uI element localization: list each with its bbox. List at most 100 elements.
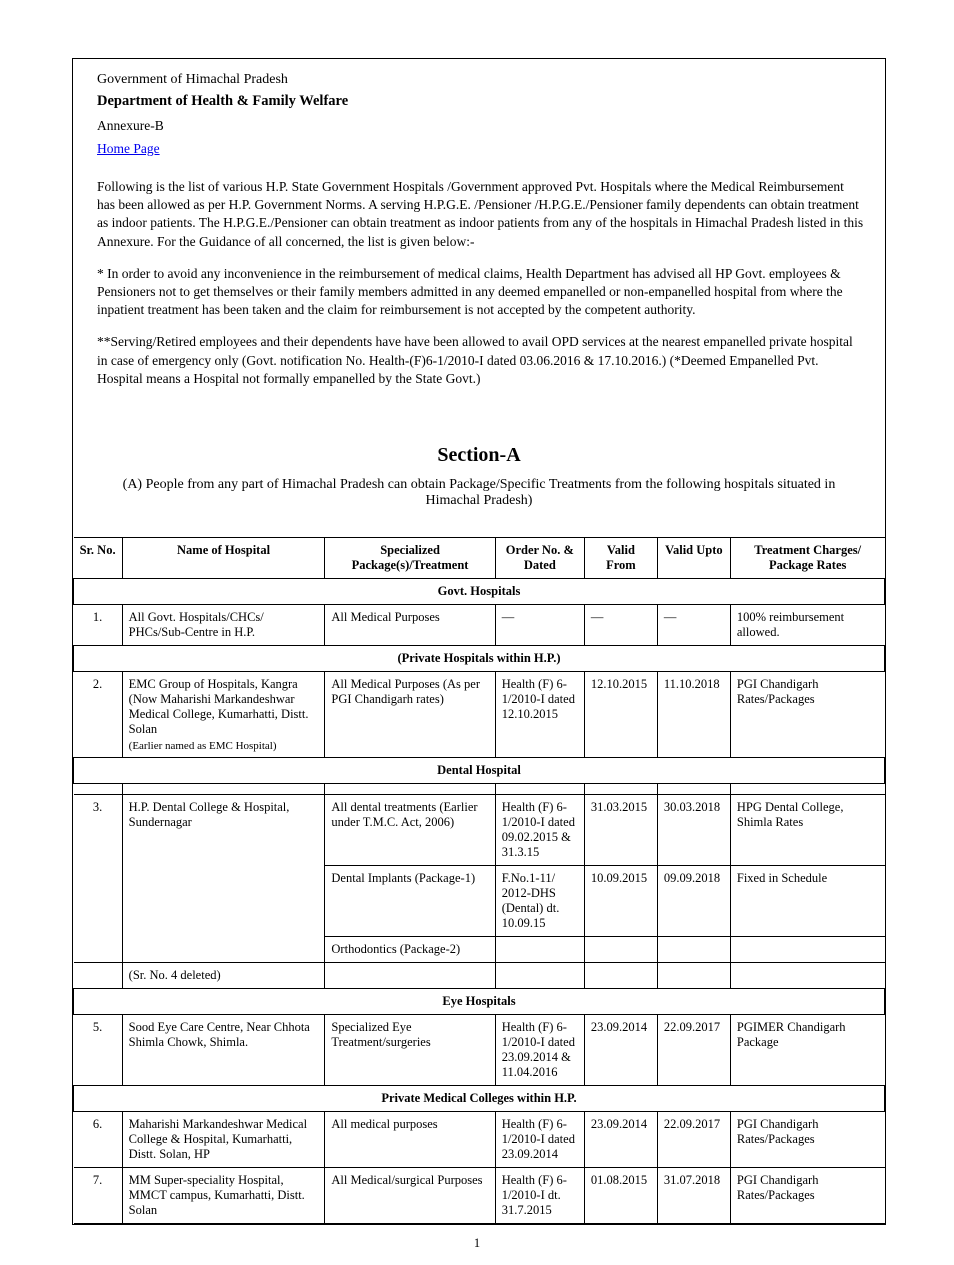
table-cell — [657, 963, 730, 989]
table-row: 7.MM Super-speciality Hospital, MMCT cam… — [74, 1168, 885, 1224]
table-cell: PGI Chandigarh Rates/Packages — [730, 1112, 884, 1168]
table-cell — [495, 963, 584, 989]
section-subtitle: (A) People from any part of Himachal Pra… — [73, 477, 885, 537]
table-section-row: (Private Hospitals within H.P.) — [74, 646, 885, 672]
table-cell: 12.10.2015 — [584, 672, 657, 758]
table-cell — [495, 937, 584, 963]
table-cell: — — [495, 605, 584, 646]
table-section-row: Govt. Hospitals — [74, 579, 885, 605]
table-cell: PGI Chandigarh Rates/Packages — [730, 672, 884, 758]
table-row: 2.EMC Group of Hospitals, Kangra (Now Ma… — [74, 672, 885, 758]
table-row — [74, 784, 885, 795]
table-cell: EMC Group of Hospitals, Kangra (Now Maha… — [122, 672, 325, 758]
table-cell: Specialized Eye Treatment/surgeries — [325, 1015, 495, 1086]
table-cell: 23.09.2014 — [584, 1015, 657, 1086]
sr-no-cell: 6. — [74, 1112, 123, 1168]
table-cell: All Govt. Hospitals/CHCs/ PHCs/Sub-Centr… — [122, 605, 325, 646]
table-row: 1.All Govt. Hospitals/CHCs/ PHCs/Sub-Cen… — [74, 605, 885, 646]
sr-no-cell — [74, 963, 123, 989]
table-row: (Sr. No. 4 deleted) — [74, 963, 885, 989]
table-cell: 22.09.2017 — [657, 1015, 730, 1086]
table-cell: 01.08.2015 — [584, 1168, 657, 1224]
table-cell: Health (F) 6-1/2010-I dated 09.02.2015 &… — [495, 795, 584, 866]
table-cell: 11.10.2018 — [657, 672, 730, 758]
table-cell: All Medical Purposes (As per PGI Chandig… — [325, 672, 495, 758]
sr-no-cell: 2. — [74, 672, 123, 758]
table-section-row: Eye Hospitals — [74, 989, 885, 1015]
table-section-heading: (Private Hospitals within H.P.) — [74, 646, 885, 672]
table-cell: 10.09.2015 — [584, 866, 657, 937]
table-cell: (Sr. No. 4 deleted) — [122, 963, 325, 989]
table-section-heading: Private Medical Colleges within H.P. — [74, 1086, 885, 1112]
table-cell: 31.03.2015 — [584, 795, 657, 866]
table-section-heading: Govt. Hospitals — [74, 579, 885, 605]
page-number: 1 — [474, 1236, 480, 1251]
table-cell — [584, 937, 657, 963]
table-cell: PGI Chandigarh Rates/Packages — [730, 1168, 884, 1224]
table-cell: MM Super-speciality Hospital, MMCT campu… — [122, 1168, 325, 1224]
table-cell: Maharishi Markandeshwar Medical College … — [122, 1112, 325, 1168]
table-header-row: Sr. No.Name of HospitalSpecialized Packa… — [74, 538, 885, 579]
hospitals-table: Sr. No.Name of HospitalSpecialized Packa… — [73, 537, 885, 1224]
table-cell — [495, 784, 584, 795]
table-cell — [325, 784, 495, 795]
intro-para-1: Following is the list of various H.P. St… — [97, 178, 865, 251]
table-cell: Health (F) 6-1/2010-I dated 23.09.2014 — [495, 1112, 584, 1168]
table-cell: — — [657, 605, 730, 646]
table-column-header: Valid Upto — [657, 538, 730, 579]
table-cell: 100% reimbursement allowed. — [730, 605, 884, 646]
hospital-name-cell: H.P. Dental College & Hospital, Sunderna… — [122, 795, 325, 963]
table-cell: Health (F) 6-1/2010-I dt. 31.7.2015 — [495, 1168, 584, 1224]
table-column-header: Order No. & Dated — [495, 538, 584, 579]
annexure-label: Annexure-B — [97, 117, 865, 135]
sr-no-cell — [74, 784, 123, 795]
table-cell: Health (F) 6-1/2010-I dated 23.09.2014 &… — [495, 1015, 584, 1086]
table-cell: Fixed in Schedule — [730, 866, 884, 937]
table-cell: 23.09.2014 — [584, 1112, 657, 1168]
sr-no-cell: 3. — [74, 795, 123, 963]
gov-line: Government of Himachal Pradesh — [97, 71, 865, 90]
table-cell: Orthodontics (Package-2) — [325, 937, 495, 963]
table-cell: Health (F) 6-1/2010-I dated 12.10.2015 — [495, 672, 584, 758]
table-cell: All Medical/surgical Purposes — [325, 1168, 495, 1224]
table-cell: 22.09.2017 — [657, 1112, 730, 1168]
table-section-heading: Eye Hospitals — [74, 989, 885, 1015]
table-row: 5.Sood Eye Care Centre, Near Chhota Shim… — [74, 1015, 885, 1086]
intro-para-3: **Serving/Retired employees and their de… — [97, 333, 865, 388]
table-cell: — — [584, 605, 657, 646]
table-cell: 31.07.2018 — [657, 1168, 730, 1224]
table-column-header: Sr. No. — [74, 538, 123, 579]
table-cell — [584, 963, 657, 989]
table-cell: All dental treatments (Earlier under T.M… — [325, 795, 495, 866]
table-cell — [657, 784, 730, 795]
sr-no-cell: 7. — [74, 1168, 123, 1224]
table-cell — [730, 784, 884, 795]
intro-para-2: * In order to avoid any inconvenience in… — [97, 265, 865, 320]
table-cell: 09.09.2018 — [657, 866, 730, 937]
table-cell — [730, 937, 884, 963]
document-frame: Government of Himachal Pradesh Departmen… — [72, 58, 886, 1225]
table-row: 3.H.P. Dental College & Hospital, Sunder… — [74, 795, 885, 866]
table-cell — [657, 937, 730, 963]
table-column-header: Name of Hospital — [122, 538, 325, 579]
table-cell — [325, 963, 495, 989]
table-section-row: Private Medical Colleges within H.P. — [74, 1086, 885, 1112]
table-section-heading: Dental Hospital — [74, 758, 885, 784]
section-title: Section-A — [73, 412, 885, 477]
table-cell — [122, 784, 325, 795]
table-cell: F.No.1-11/ 2012-DHS (Dental) dt. 10.09.1… — [495, 866, 584, 937]
table-cell: HPG Dental College, Shimla Rates — [730, 795, 884, 866]
sr-no-cell: 1. — [74, 605, 123, 646]
table-row: 6.Maharishi Markandeshwar Medical Colleg… — [74, 1112, 885, 1168]
table-cell — [730, 963, 884, 989]
table-column-header: Treatment Charges/ Package Rates — [730, 538, 884, 579]
table-cell: All Medical Purposes — [325, 605, 495, 646]
dept-line: Department of Health & Family Welfare — [97, 92, 865, 112]
home-page-link[interactable]: Home Page — [97, 140, 160, 158]
table-column-header: Valid From — [584, 538, 657, 579]
table-cell — [584, 784, 657, 795]
table-cell: 30.03.2018 — [657, 795, 730, 866]
sr-no-cell: 5. — [74, 1015, 123, 1086]
table-cell: PGIMER Chandigarh Package — [730, 1015, 884, 1086]
table-column-header: Specialized Package(s)/Treatment — [325, 538, 495, 579]
